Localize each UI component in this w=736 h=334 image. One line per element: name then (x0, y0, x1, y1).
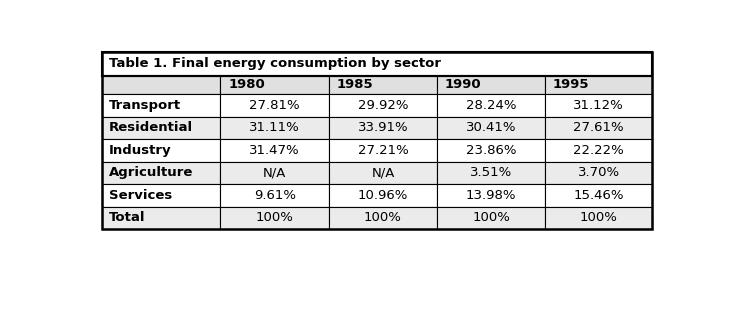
Bar (102, 207, 221, 229)
Bar (329, 94, 437, 117)
Text: 31.12%: 31.12% (573, 99, 624, 112)
Bar (437, 75, 545, 94)
Text: 28.24%: 28.24% (466, 99, 517, 112)
Bar (545, 94, 652, 117)
Bar (545, 139, 652, 162)
Text: 1980: 1980 (228, 78, 265, 92)
Text: 29.92%: 29.92% (358, 99, 408, 112)
Bar (437, 117, 545, 139)
Bar (329, 207, 437, 229)
Bar (329, 139, 437, 162)
Text: N/A: N/A (263, 166, 286, 179)
Text: Residential: Residential (109, 122, 193, 135)
Text: 30.41%: 30.41% (466, 122, 517, 135)
Bar (221, 75, 329, 94)
Bar (545, 117, 652, 139)
Text: 100%: 100% (580, 211, 618, 224)
Bar (102, 52, 652, 75)
Bar (545, 162, 652, 184)
Bar (437, 139, 545, 162)
Text: 1985: 1985 (336, 78, 373, 92)
Bar (221, 184, 329, 207)
Text: 27.81%: 27.81% (250, 99, 300, 112)
Text: Agriculture: Agriculture (109, 166, 193, 179)
Bar (437, 162, 545, 184)
Bar (545, 184, 652, 207)
Bar (329, 162, 437, 184)
Bar (221, 139, 329, 162)
Text: 10.96%: 10.96% (358, 189, 408, 202)
Bar (221, 117, 329, 139)
Bar (102, 94, 221, 117)
Bar (437, 184, 545, 207)
Text: 100%: 100% (364, 211, 402, 224)
Text: 9.61%: 9.61% (254, 189, 296, 202)
Bar (221, 94, 329, 117)
Text: 27.61%: 27.61% (573, 122, 624, 135)
Bar (545, 75, 652, 94)
Text: 33.91%: 33.91% (358, 122, 408, 135)
Text: Industry: Industry (109, 144, 171, 157)
Bar (437, 207, 545, 229)
Text: 27.21%: 27.21% (358, 144, 408, 157)
Bar (102, 52, 652, 229)
Text: Table 1. Final energy consumption by sector: Table 1. Final energy consumption by sec… (109, 57, 441, 70)
Text: 3.51%: 3.51% (470, 166, 512, 179)
Text: 13.98%: 13.98% (466, 189, 517, 202)
Text: 1995: 1995 (553, 78, 590, 92)
Text: 31.11%: 31.11% (250, 122, 300, 135)
Bar (102, 162, 221, 184)
Text: 15.46%: 15.46% (573, 189, 624, 202)
Text: N/A: N/A (371, 166, 394, 179)
Bar (102, 117, 221, 139)
Bar (102, 75, 221, 94)
Text: Transport: Transport (109, 99, 181, 112)
Bar (102, 139, 221, 162)
Text: 1990: 1990 (445, 78, 481, 92)
Text: 22.22%: 22.22% (573, 144, 624, 157)
Text: 31.47%: 31.47% (250, 144, 300, 157)
Bar (102, 184, 221, 207)
Text: 3.70%: 3.70% (578, 166, 620, 179)
Bar (545, 207, 652, 229)
Bar (221, 162, 329, 184)
Text: Total: Total (109, 211, 145, 224)
Text: Services: Services (109, 189, 172, 202)
Bar (329, 117, 437, 139)
Bar (221, 207, 329, 229)
Bar (437, 94, 545, 117)
Bar (329, 75, 437, 94)
Text: 100%: 100% (255, 211, 294, 224)
Text: 23.86%: 23.86% (466, 144, 517, 157)
Bar (329, 184, 437, 207)
Text: 100%: 100% (473, 211, 510, 224)
